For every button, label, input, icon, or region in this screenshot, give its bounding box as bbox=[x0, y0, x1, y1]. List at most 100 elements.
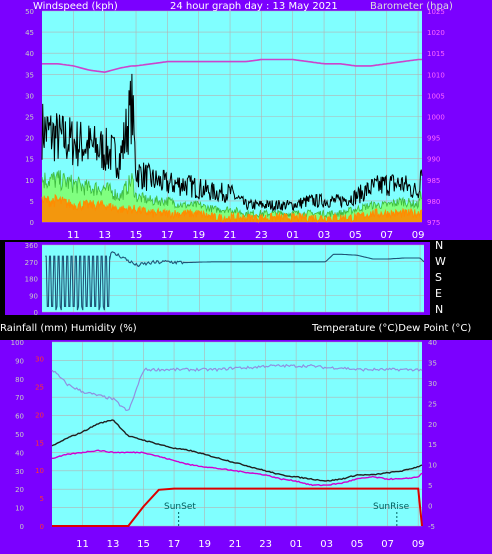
wind-y-tick-label: 35 bbox=[25, 71, 34, 79]
baro-y-tick-label: 985 bbox=[427, 177, 440, 185]
wind-y-tick-label: 45 bbox=[25, 29, 34, 37]
rainfall-humidity-axis-title: Rainfall (mm) Humidity (%) bbox=[0, 323, 137, 334]
temperature-y-tick-label: -5 bbox=[428, 523, 435, 531]
humidity-line bbox=[51, 363, 423, 412]
climate-x-tick-label: 09 bbox=[412, 539, 425, 550]
rainfall-y-tick-label: 10 bbox=[35, 467, 44, 475]
baro-y-tick-label: 1025 bbox=[427, 8, 445, 16]
humidity-y-tick-label: 50 bbox=[15, 431, 24, 439]
series-layer bbox=[41, 58, 425, 527]
temperature-dewpoint-axis-title: Temperature (°C)Dew Point (°C) bbox=[311, 323, 471, 334]
wind-y-tick-label: 5 bbox=[30, 198, 34, 206]
wind-y-tick-label: 15 bbox=[25, 156, 34, 164]
humidity-y-tick-label: 0 bbox=[20, 523, 24, 531]
rainfall-y-tick-label: 20 bbox=[35, 411, 44, 419]
wind-minimum-line bbox=[41, 193, 423, 224]
humidity-y-tick-label: 10 bbox=[15, 505, 24, 513]
wind-x-tick-label: 07 bbox=[380, 230, 393, 241]
wind-minimum-area bbox=[42, 195, 422, 222]
humidity-y-tick-label: 100 bbox=[11, 339, 24, 347]
rainfall-y-tick-label: 25 bbox=[35, 384, 44, 392]
climate-x-tick-label: 11 bbox=[76, 539, 89, 550]
wind-x-tick-label: 09 bbox=[412, 230, 425, 241]
baro-y-tick-label: 1010 bbox=[427, 71, 445, 79]
direction-y-tick-label: 180 bbox=[25, 276, 38, 284]
rainfall-y-tick-label: 5 bbox=[40, 495, 44, 503]
humidity-y-tick-label: 30 bbox=[15, 468, 24, 476]
wind-average-area bbox=[42, 170, 422, 222]
temperature-y-tick-label: 35 bbox=[428, 359, 437, 367]
humidity-y-tick-label: 20 bbox=[15, 486, 24, 494]
wind-x-tick-label: 19 bbox=[192, 230, 205, 241]
compass-e: E bbox=[435, 287, 442, 300]
wind-x-tick-label: 03 bbox=[318, 230, 331, 241]
temperature-y-tick-label: 25 bbox=[428, 400, 437, 408]
direction-y-tick-label: 90 bbox=[29, 292, 38, 300]
temperature-y-tick-label: 30 bbox=[428, 380, 437, 388]
direction-y-tick-label: 0 bbox=[34, 309, 38, 317]
direction-y-tick-label: 360 bbox=[25, 242, 38, 250]
wind-y-tick-label: 10 bbox=[25, 177, 34, 185]
sunset-label: SunSet bbox=[164, 502, 196, 512]
dew-point-line bbox=[52, 449, 423, 487]
climate-x-tick-label: 03 bbox=[320, 539, 333, 550]
wind-y-tick-label: 0 bbox=[30, 219, 34, 227]
humidity-y-tick-label: 60 bbox=[15, 413, 24, 421]
climate-x-tick-label: 21 bbox=[229, 539, 242, 550]
wind-x-tick-label: 11 bbox=[67, 230, 80, 241]
wind-x-tick-label: 13 bbox=[98, 230, 111, 241]
temperature-y-tick-label: 40 bbox=[428, 339, 437, 347]
wind-x-tick-label: 21 bbox=[224, 230, 237, 241]
humidity-y-tick-label: 70 bbox=[15, 394, 24, 402]
barometer-axis-title: Barometer (hpa) bbox=[370, 1, 453, 12]
wind-average-line bbox=[41, 170, 423, 219]
wind-y-tick-label: 25 bbox=[25, 114, 34, 122]
baro-y-tick-label: 980 bbox=[427, 198, 440, 206]
baro-y-tick-label: 1020 bbox=[427, 29, 445, 37]
baro-y-tick-label: 995 bbox=[427, 135, 440, 143]
humidity-y-tick-label: 40 bbox=[15, 449, 24, 457]
temperature-y-tick-label: 10 bbox=[428, 462, 437, 470]
rainfall-y-tick-label: 15 bbox=[35, 439, 44, 447]
baro-y-tick-label: 990 bbox=[427, 156, 440, 164]
wind-y-tick-label: 40 bbox=[25, 50, 34, 58]
temperature-line bbox=[51, 419, 423, 482]
wind-y-tick-label: 20 bbox=[25, 135, 34, 143]
sunrise-label: SunRise bbox=[373, 502, 410, 512]
barometer-line bbox=[42, 58, 422, 74]
wind-x-tick-label: 17 bbox=[161, 230, 174, 241]
wind-direction-line bbox=[45, 251, 425, 311]
climate-x-tick-label: 17 bbox=[168, 539, 181, 550]
compass-n-bottom: N bbox=[435, 303, 443, 316]
temperature-y-tick-label: 15 bbox=[428, 441, 437, 449]
temperature-y-tick-label: 20 bbox=[428, 421, 437, 429]
wind-x-tick-label: 15 bbox=[130, 230, 143, 241]
windspeed-axis-title: Windspeed (kph) bbox=[33, 1, 118, 12]
direction-y-tick-label: 270 bbox=[25, 259, 38, 267]
temperature-y-tick-label: 0 bbox=[428, 503, 432, 511]
wind-y-tick-label: 30 bbox=[25, 92, 34, 100]
temperature-y-tick-label: 5 bbox=[428, 482, 432, 490]
wind-x-tick-label: 23 bbox=[255, 230, 268, 241]
climate-x-tick-label: 19 bbox=[198, 539, 211, 550]
rainfall-line bbox=[52, 487, 423, 527]
climate-x-tick-label: 05 bbox=[351, 539, 364, 550]
climate-x-tick-label: 01 bbox=[290, 539, 303, 550]
compass-w: W bbox=[435, 255, 446, 268]
compass-n-top: N bbox=[435, 239, 443, 252]
compass-s: S bbox=[435, 271, 442, 284]
humidity-y-tick-label: 80 bbox=[15, 376, 24, 384]
climate-x-tick-label: 13 bbox=[107, 539, 120, 550]
wind-x-tick-label: 01 bbox=[286, 230, 299, 241]
chart-title: 24 hour graph day : 13 May 2021 bbox=[170, 1, 338, 12]
wind-x-tick-label: 05 bbox=[349, 230, 362, 241]
windspeed-line bbox=[41, 73, 423, 213]
rainfall-y-tick-label: 30 bbox=[35, 356, 44, 364]
grid-layer bbox=[42, 10, 424, 527]
humidity-y-tick-label: 90 bbox=[15, 357, 24, 365]
rainfall-y-tick-label: 0 bbox=[40, 523, 44, 531]
baro-y-tick-label: 1000 bbox=[427, 114, 445, 122]
